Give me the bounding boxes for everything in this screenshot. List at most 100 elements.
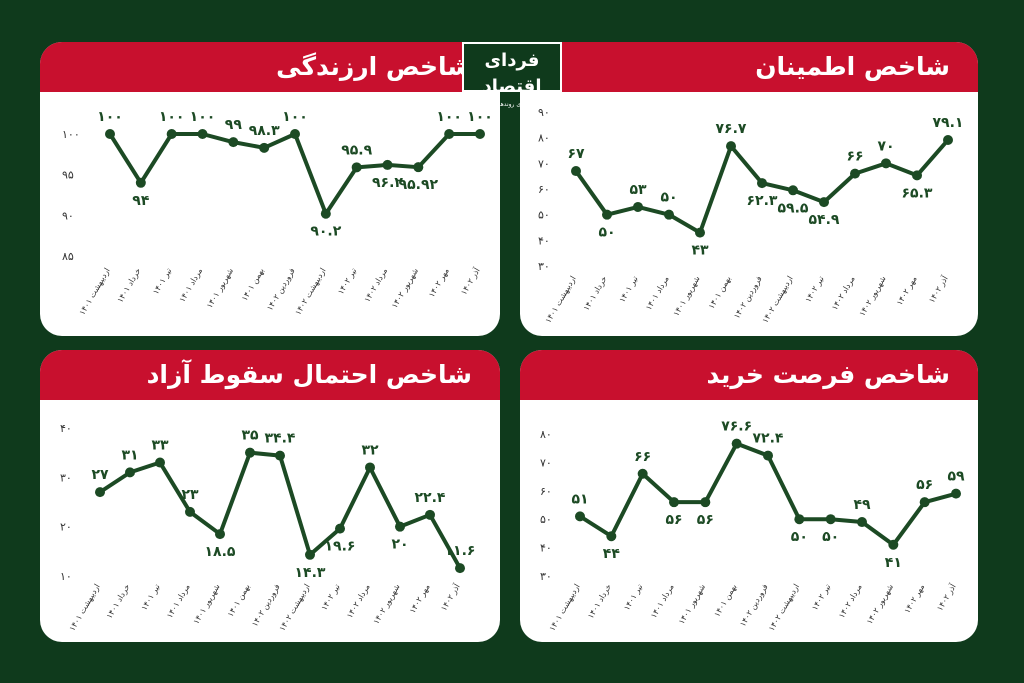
data-label: ۲۷ — [91, 467, 109, 483]
data-label: ۹۵.۹ — [341, 142, 372, 158]
data-point — [951, 488, 961, 499]
y-tick-label: ۸۰ — [540, 428, 552, 441]
data-label: ۹۵.۹۲ — [399, 177, 439, 193]
x-category-label: مرداد ۱۴۰۱ — [644, 275, 671, 312]
x-category-label: مهر ۱۴۰۲ — [903, 583, 927, 615]
data-label: ۲۰ — [391, 537, 408, 553]
x-category-label: آذر ۱۴۰۲ — [926, 273, 950, 304]
x-category-label: مرداد ۱۴۰۱ — [178, 267, 205, 304]
data-point — [125, 467, 135, 478]
data-point — [763, 450, 773, 461]
y-tick-label: ۲۰ — [60, 521, 72, 534]
data-point — [571, 166, 581, 177]
data-point — [185, 506, 195, 517]
data-label: ۴۳ — [691, 243, 709, 259]
data-label: ۵۹.۵ — [778, 200, 809, 216]
data-label: ۱۰۰ — [282, 109, 308, 125]
data-label: ۶۵.۳ — [902, 185, 933, 201]
y-tick-label: ۷۰ — [540, 456, 552, 469]
x-category-label: تیر ۱۴۰۲ — [320, 583, 342, 612]
y-tick-label: ۴۰ — [540, 542, 552, 555]
panel-buying-opportunity-index: شاخص فرصت خرید ۳۰ ۴۰ ۵۰ ۶۰ ۷۰ ۸۰ اردیبهشت ۱۴۰۱… — [520, 350, 978, 642]
x-category-label: شهریور ۱۴۰۲ — [372, 582, 402, 626]
x-category-label: اردیبهشت ۱۴۰۲ — [293, 267, 327, 317]
x-category-label: تیر ۱۴۰۲ — [804, 275, 826, 304]
data-point — [825, 514, 836, 525]
data-point — [788, 185, 798, 196]
x-category-label: تیر ۱۴۰۱ — [140, 583, 162, 612]
panel-confidence-index: شاخص اطمینان ۳۰ ۴۰ ۵۰ ۶۰ ۷۰ ۸۰ ۹۰ اردیبهشت ۱۴۰۱… — [520, 42, 978, 336]
x-category-label: خرداد ۱۴۰۱ — [586, 582, 613, 620]
y-tick-label: ۸۵ — [62, 250, 74, 263]
x-category-label: خرداد ۱۴۰۱ — [105, 582, 132, 620]
data-point — [857, 517, 867, 528]
data-point — [475, 129, 485, 139]
chart-title: شاخص ارزندگی — [276, 52, 472, 81]
y-tick-label: ۹۵ — [62, 169, 74, 182]
data-label: ۱۰۰ — [159, 109, 185, 125]
y-tick-label: ۴۰ — [538, 234, 550, 247]
data-label: ۳۵ — [241, 428, 259, 444]
panel-inflation-index: شاخص ارزندگی ۸۵ ۹۰ ۹۵ ۱۰۰ اردیبهشت ۱۴۰۱ خرداد… — [40, 42, 500, 336]
data-label: ۵۹ — [947, 469, 965, 485]
x-category-label: تیر ۱۴۰۱ — [151, 267, 173, 296]
x-category-label: شهریور ۱۴۰۲ — [858, 274, 888, 318]
y-tick-label: ۳۰ — [540, 570, 552, 583]
data-label: ۹۸.۳ — [249, 123, 280, 139]
line-chart-inflation: ۸۵ ۹۰ ۹۵ ۱۰۰ اردیبهشت ۱۴۰۱ خرداد ۱۴۰۱ تیر ۱۴۰۱… — [62, 109, 493, 317]
data-label: ۵۳ — [629, 182, 647, 198]
data-point — [290, 129, 300, 139]
data-label: ۱۸.۵ — [205, 544, 236, 560]
data-label: ۹۰.۲ — [310, 224, 341, 240]
y-tick-label: ۶۰ — [538, 183, 550, 196]
data-point — [245, 447, 255, 458]
x-category-label: شهریور ۱۴۰۱ — [677, 582, 707, 626]
x-category-label: اردیبهشت ۱۴۰۲ — [767, 583, 801, 633]
data-point — [664, 209, 674, 220]
data-label: ۱۰۰ — [97, 109, 123, 125]
x-category-label: مهر ۱۴۰۲ — [895, 275, 919, 307]
y-tick-label: ۳۰ — [538, 260, 550, 273]
x-category-label: خرداد ۱۴۰۱ — [116, 266, 143, 304]
data-label: ۹۶.۲ — [372, 175, 403, 191]
y-tick-label: ۱۰ — [60, 570, 72, 583]
x-category-label: شهریور ۱۴۰۱ — [205, 266, 235, 310]
x-category-label: مرداد ۱۴۰۱ — [649, 583, 676, 620]
data-point — [700, 497, 711, 508]
x-category-label: اردیبهشت ۱۴۰۲ — [278, 583, 312, 633]
x-category-label: فروردین ۱۴۰۲ — [732, 274, 764, 320]
x-category-label: تیر ۱۴۰۲ — [336, 267, 358, 296]
line-chart-buying: ۳۰ ۴۰ ۵۰ ۶۰ ۷۰ ۸۰ اردیبهشت ۱۴۰۱ خرداد ۱۴۰۱ تیر ۱… — [540, 419, 965, 633]
data-label: ۳۲ — [361, 442, 379, 458]
data-point — [135, 177, 146, 188]
x-category-label: فروردین ۱۴۰۲ — [250, 582, 282, 628]
data-label: ۲۳ — [181, 487, 199, 503]
y-tick-label: ۸۰ — [538, 132, 550, 145]
data-label: ۵۰ — [660, 190, 677, 206]
x-category-label: بهمن ۱۴۰۱ — [240, 267, 266, 303]
x-category-label: بهمن ۱۴۰۱ — [226, 583, 252, 619]
data-point — [757, 178, 767, 189]
x-category-label: اردیبهشت ۱۴۰۲ — [761, 275, 795, 325]
data-point — [881, 158, 891, 169]
data-point — [669, 497, 679, 508]
data-point — [197, 129, 208, 139]
data-label: ۵۰ — [822, 529, 839, 545]
y-tick-label: ۹۰ — [62, 209, 74, 222]
data-label: ۱۴.۳ — [295, 565, 326, 581]
data-label: ۴۴ — [603, 546, 621, 562]
x-category-label: بهمن ۱۴۰۱ — [712, 583, 738, 619]
data-point — [695, 227, 705, 238]
x-category-label: تیر ۱۴۰۲ — [810, 583, 832, 612]
data-point — [726, 141, 736, 152]
data-point — [305, 549, 315, 560]
chart-title: شاخص اطمینان — [755, 52, 950, 81]
logo-tagline: رسانه تصویری روندهای اقتصادی — [471, 101, 553, 108]
data-point — [575, 511, 585, 522]
x-category-label: مهر ۱۴۰۲ — [427, 267, 451, 299]
data-label: ۶۶ — [634, 449, 651, 465]
data-label: ۵۰ — [598, 225, 615, 241]
data-point — [606, 531, 617, 542]
data-point — [335, 523, 345, 534]
